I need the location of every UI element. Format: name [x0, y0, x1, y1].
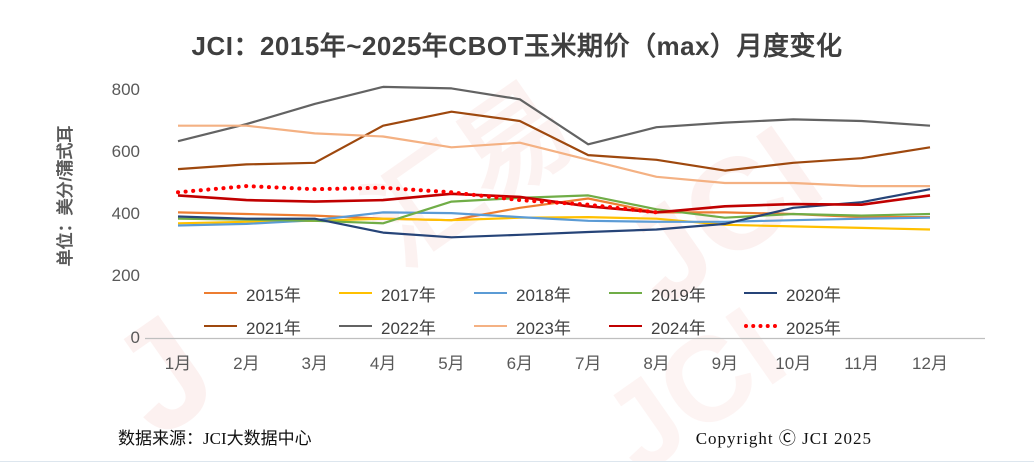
x-tick-label: 8月	[643, 354, 670, 373]
legend-label: 2015年	[246, 285, 301, 305]
x-tick-label: 7月	[574, 354, 602, 373]
legend-label: 2022年	[381, 318, 436, 338]
legend-item-2023年: 2023年	[474, 315, 571, 338]
data-source-text: 数据来源：JCI大数据中心	[118, 429, 312, 448]
x-tick-label: 2月	[233, 354, 260, 373]
y-tick-label: 600	[111, 142, 140, 161]
legend-item-2024年: 2024年	[609, 315, 706, 338]
legend-item-2022年: 2022年	[339, 315, 436, 338]
legend-item-2020年: 2020年	[744, 282, 841, 305]
legend-label: 2025年	[786, 318, 841, 338]
series-line-2021年	[177, 110, 931, 172]
y-tick-label: 200	[111, 266, 140, 285]
legend-label: 2024年	[651, 318, 706, 338]
legend-swatch	[744, 292, 777, 294]
series-line-2023年	[178, 124, 930, 188]
x-tick-label: 9月	[711, 354, 739, 373]
legend-item-2021年: 2021年	[204, 315, 301, 338]
legend-label: 2019年	[651, 285, 706, 305]
legend-label: 2018年	[516, 285, 571, 305]
legend-label: 2021年	[246, 318, 301, 338]
y-tick-label: 400	[111, 204, 140, 223]
series-line-2022年	[177, 85, 931, 146]
legend-swatch	[474, 325, 507, 327]
x-tick-label: 11月	[844, 354, 879, 373]
x-tick-label: 4月	[369, 354, 397, 373]
copyright-text: Copyright Ⓒ JCI 2025	[695, 429, 872, 448]
legend-label: 2017年	[381, 285, 436, 305]
series-line-2019年	[177, 194, 931, 225]
x-tick-label: 10月	[775, 354, 812, 373]
legend-item-2025年: 2025年	[744, 315, 841, 338]
legend-item-2018年: 2018年	[474, 282, 571, 305]
legend-swatch	[204, 292, 237, 294]
legend-label: 2023年	[516, 318, 571, 338]
legend-label: 2020年	[786, 285, 841, 305]
y-tick-label: 800	[111, 80, 140, 99]
legend-swatch	[474, 292, 507, 294]
x-tick-label: 5月	[438, 354, 465, 373]
series-line-2024年	[177, 192, 931, 214]
x-tick-label: 6月	[506, 354, 534, 373]
legend-swatch	[339, 325, 372, 327]
legend-item-2017年: 2017年	[339, 282, 436, 305]
legend-item-2019年: 2019年	[609, 282, 706, 305]
legend-swatch	[339, 292, 372, 294]
x-tick-label: 3月	[301, 354, 328, 373]
chart-title: JCI：2015年~2025年CBOT玉米期价（max）月度变化	[191, 31, 843, 61]
legend-swatch	[609, 292, 642, 294]
x-tick-label: 12月	[912, 354, 948, 373]
legend-swatch	[744, 324, 777, 328]
y-tick-label: 0	[130, 328, 140, 347]
series-line-2020年	[177, 188, 931, 239]
legend-swatch	[609, 325, 642, 327]
legend-swatch	[204, 325, 237, 327]
legend-item-2015年: 2015年	[204, 282, 301, 305]
x-tick-label: 1月	[164, 354, 192, 373]
